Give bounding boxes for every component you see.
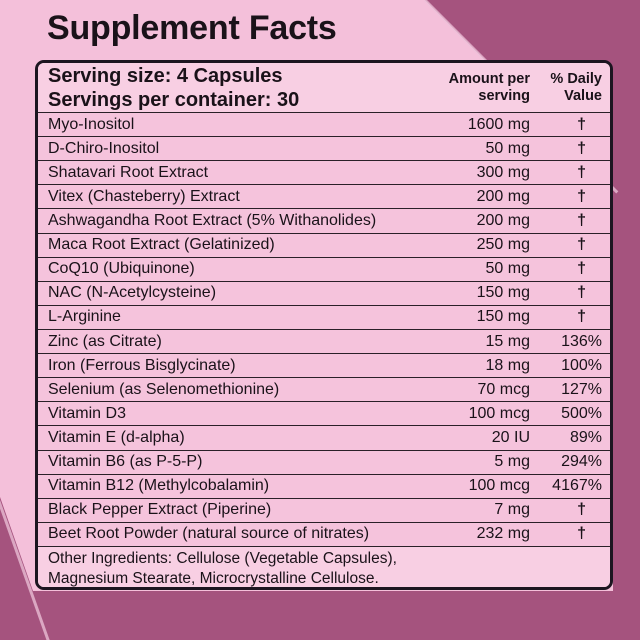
serving-info: Serving size: 4 Capsules Servings per co… (38, 64, 420, 112)
ingredient-daily-value: † (577, 284, 586, 302)
ingredient-name: Black Pepper Extract (Piperine) (48, 501, 272, 519)
ingredient-daily-value: † (577, 525, 586, 543)
ingredient-amount: 70 mcg (477, 380, 530, 398)
supplement-facts-panel: Serving size: 4 Capsules Servings per co… (35, 60, 613, 590)
table-row: D-Chiro-Inositol 50 mg † (38, 136, 610, 161)
ingredient-daily-value: 127% (561, 380, 602, 398)
ingredient-amount: 5 mg (494, 453, 530, 471)
ingredient-daily-value: † (577, 139, 586, 157)
ingredient-name: Vitex (Chasteberry) Extract (48, 187, 240, 205)
ingredient-name: CoQ10 (Ubiquinone) (48, 260, 195, 278)
table-row: Vitamin D3 100 mcg 500% (38, 401, 610, 426)
table-row: Vitamin B12 (Methylcobalamin) 100 mcg 4167… (38, 473, 610, 498)
table-row: Vitamin E (d-alpha) 20 IU 89% (38, 425, 610, 450)
table-row: Beet Root Powder (natural source of nitr… (38, 521, 610, 546)
table-row: Vitex (Chasteberry) Extract 200 mg † (38, 184, 610, 209)
ingredient-daily-value: † (577, 236, 586, 254)
table-row: Zinc (as Citrate) 15 mg 136% (38, 328, 610, 354)
ingredient-daily-value: † (577, 308, 586, 326)
ingredient-daily-value: † (577, 115, 586, 133)
ingredient-daily-value: 136% (561, 332, 602, 350)
ingredient-amount: 232 mg (476, 525, 530, 543)
ingredient-name: Vitamin B6 (as P-5-P) (48, 453, 203, 471)
ingredient-amount: 300 mg (476, 163, 530, 181)
ingredient-name: Maca Root Extract (Gelatinized) (48, 236, 275, 254)
ingredient-name: Shatavari Root Extract (48, 163, 209, 181)
ingredient-amount: 200 mg (476, 211, 530, 229)
ingredient-amount: 7 mg (494, 501, 530, 519)
table-row: Ashwagandha Root Extract (5% Withanolide… (38, 208, 610, 233)
ingredient-table: Myo-Inositol 1600 mg † D-Chiro-Inositol 50 m… (38, 112, 610, 546)
table-row: Shatavari Root Extract 300 mg † (38, 160, 610, 185)
ingredient-amount: 100 mcg (468, 404, 530, 422)
ingredient-amount: 200 mg (476, 187, 530, 205)
page-title: Supplement Facts (47, 9, 337, 47)
table-row: Iron (Ferrous Bisglycinate) 18 mg 100% (38, 353, 610, 378)
ingredient-name: Zinc (as Citrate) (48, 332, 162, 350)
table-row: CoQ10 (Ubiquinone) 50 mg † (38, 256, 610, 281)
ingredient-amount: 18 mg (485, 356, 530, 374)
ingredient-daily-value: 294% (561, 453, 602, 471)
ingredient-name: Ashwagandha Root Extract (5% Withanolide… (48, 211, 377, 229)
table-row: Black Pepper Extract (Piperine) 7 mg † (38, 497, 610, 522)
ingredient-amount: 150 mg (476, 308, 530, 326)
ingredient-daily-value: † (577, 187, 586, 205)
ingredient-name: Vitamin E (d-alpha) (48, 428, 185, 446)
serving-size: Serving size: 4 Capsules (48, 64, 283, 87)
ingredient-daily-value: 4167% (552, 477, 602, 495)
ingredient-amount: 20 IU (491, 428, 530, 446)
table-row: Vitamin B6 (as P-5-P) 5 mg 294% (38, 449, 610, 474)
ingredient-daily-value: 500% (561, 404, 602, 422)
ingredient-amount: 50 mg (485, 139, 530, 157)
other-ingredients-line2: Magnesium Stearate, Microcrystalline Cel… (48, 569, 379, 587)
ingredient-name: Vitamin D3 (48, 404, 126, 422)
column-headers: Amount per serving % Daily Value (420, 71, 610, 104)
ingredient-name: D-Chiro-Inositol (48, 139, 160, 157)
table-row: NAC (N-Acetylcysteine) 150 mg † (38, 280, 610, 305)
ingredient-amount: 50 mg (485, 260, 530, 278)
ingredient-name: Myo-Inositol (48, 115, 135, 133)
ingredient-daily-value: † (577, 501, 586, 519)
ingredient-name: Selenium (as Selenomethionine) (48, 380, 280, 398)
ingredient-name: NAC (N-Acetylcysteine) (48, 284, 217, 302)
column-header-amount: Amount per serving (448, 70, 530, 104)
ingredient-daily-value: † (577, 211, 586, 229)
ingredient-daily-value: † (577, 260, 586, 278)
table-row: L-Arginine 150 mg † (38, 304, 610, 329)
ingredient-name: L-Arginine (48, 308, 121, 326)
ingredient-daily-value: 100% (561, 356, 602, 374)
ingredient-name: Beet Root Powder (natural source of nitr… (48, 525, 370, 543)
other-ingredients-line1: Other Ingredients: Cellulose (Vegetable … (48, 550, 397, 567)
ingredient-amount: 150 mg (476, 284, 530, 302)
table-row: Myo-Inositol 1600 mg † (38, 112, 610, 137)
ingredient-daily-value: † (577, 163, 586, 181)
ingredient-amount: 250 mg (476, 236, 530, 254)
table-row: Selenium (as Selenomethionine) 70 mcg 127% (38, 377, 610, 402)
column-header-daily-value: % Daily Value (550, 70, 602, 104)
servings-per-container: Servings per container: 30 (48, 88, 300, 111)
table-row: Maca Root Extract (Gelatinized) 250 mg † (38, 232, 610, 257)
ingredient-amount: 100 mcg (468, 477, 530, 495)
ingredient-amount: 1600 mg (467, 115, 530, 133)
ingredient-amount: 15 mg (485, 332, 530, 350)
ingredient-name: Iron (Ferrous Bisglycinate) (48, 356, 236, 374)
other-ingredients: Other Ingredients: Cellulose (Vegetable … (38, 546, 610, 587)
ingredient-name: Vitamin B12 (Methylcobalamin) (48, 477, 270, 495)
panel-header: Serving size: 4 Capsules Servings per co… (38, 63, 610, 112)
ingredient-daily-value: 89% (569, 428, 602, 446)
